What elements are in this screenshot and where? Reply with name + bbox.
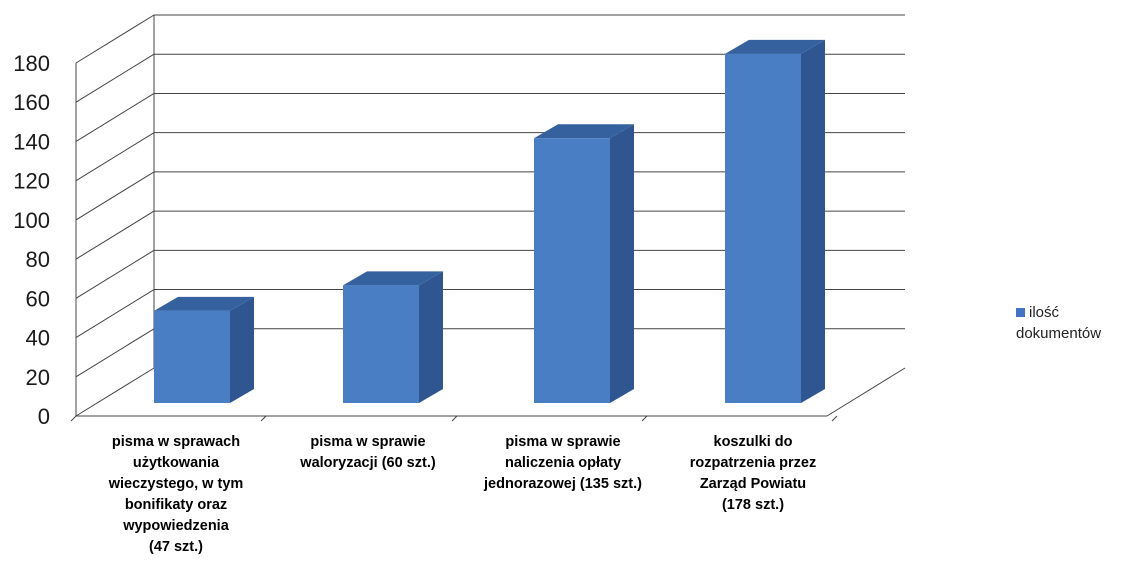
gridline-side bbox=[75, 249, 155, 299]
bar-top bbox=[534, 124, 634, 139]
bar-top bbox=[154, 296, 254, 311]
x-tick-mark bbox=[260, 415, 267, 422]
y-axis-ticks: 0 20 40 60 80 100 120 140 160 180 bbox=[13, 51, 50, 429]
x-tick-mark bbox=[641, 415, 648, 422]
bar bbox=[343, 271, 443, 403]
gridline-side bbox=[75, 210, 155, 260]
bar-front bbox=[725, 53, 801, 404]
y-tick-label: 100 bbox=[13, 208, 50, 233]
bar bbox=[534, 124, 634, 403]
x-tick-mark bbox=[451, 415, 458, 422]
x-axis-category-label: pisma w sprawach użytkowania wieczystego… bbox=[108, 434, 244, 555]
gridline-side bbox=[75, 14, 155, 64]
y-tick-label: 120 bbox=[13, 169, 50, 194]
bar-top bbox=[343, 271, 443, 286]
gridline-side bbox=[75, 53, 155, 103]
chart-axes bbox=[70, 15, 906, 422]
bar-front bbox=[343, 285, 419, 403]
bar bbox=[725, 39, 825, 404]
gridline-side bbox=[75, 132, 155, 182]
bar-side bbox=[610, 124, 634, 403]
gridline-side bbox=[75, 328, 155, 378]
x-axis-category-label: pisma w sprawie waloryzacji (60 szt.) bbox=[300, 434, 436, 471]
bar-side bbox=[230, 296, 254, 403]
bar-side bbox=[801, 39, 825, 404]
y-tick-label: 80 bbox=[26, 247, 50, 272]
floor-right-edge bbox=[826, 367, 906, 417]
y-tick-label: 160 bbox=[13, 90, 50, 115]
bar-top bbox=[725, 39, 825, 54]
y-tick-label: 0 bbox=[38, 404, 50, 429]
legend-swatch bbox=[1016, 308, 1025, 317]
legend: ilość dokumentów bbox=[1016, 302, 1136, 344]
bar-side bbox=[419, 271, 443, 403]
y-tick-label: 20 bbox=[26, 365, 50, 390]
chart-bars bbox=[154, 39, 825, 404]
x-tick-mark bbox=[70, 415, 77, 422]
bar-front bbox=[534, 138, 610, 403]
y-tick-label: 60 bbox=[26, 286, 50, 311]
x-axis-category-label: pisma w sprawie naliczenia opłaty jednor… bbox=[484, 434, 642, 492]
bar-front bbox=[154, 310, 230, 403]
gridline-side bbox=[75, 171, 155, 221]
y-tick-label: 180 bbox=[13, 51, 50, 76]
gridline-side bbox=[75, 367, 155, 417]
y-tick-label: 40 bbox=[26, 326, 50, 351]
x-tick-mark bbox=[831, 415, 838, 422]
x-axis-category-label: koszulki do rozpatrzenia przez Zarząd Po… bbox=[689, 434, 817, 513]
y-tick-label: 140 bbox=[13, 129, 50, 154]
gridline-side bbox=[75, 289, 155, 338]
legend-label: ilość dokumentów bbox=[1016, 304, 1102, 342]
gridline-side bbox=[75, 93, 155, 142]
bar bbox=[154, 296, 254, 403]
